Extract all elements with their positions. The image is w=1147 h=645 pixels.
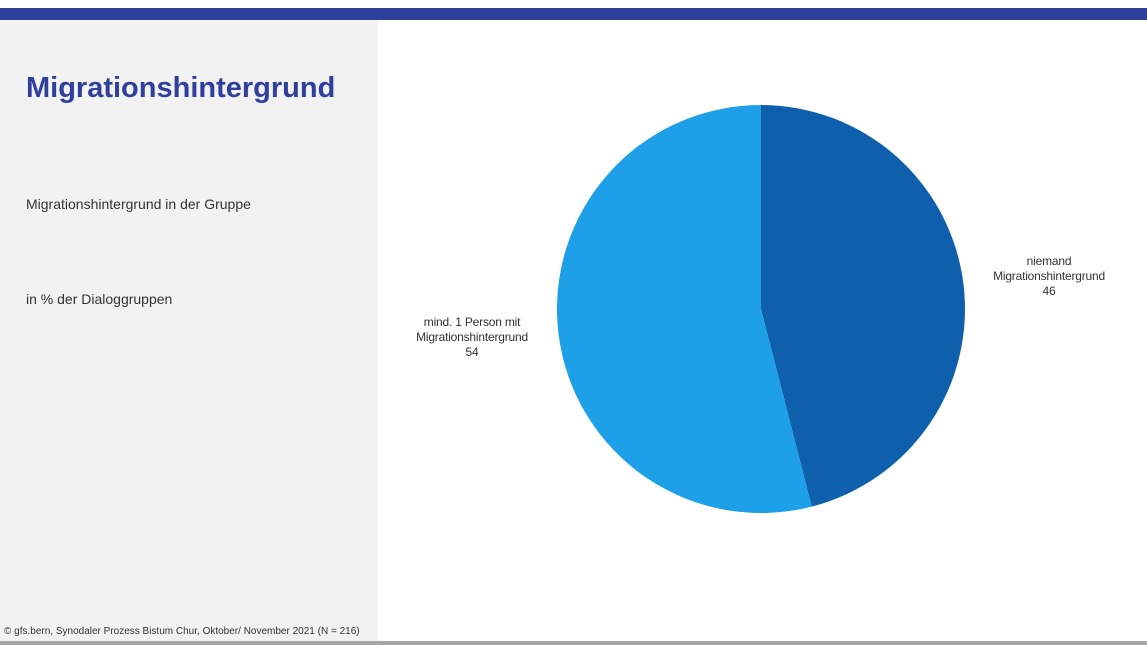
slide-subtitle: Migrationshintergrund in der Gruppe xyxy=(26,196,251,212)
pie-slice-niemand xyxy=(761,105,965,507)
slice-value-mind-1-person: 54 xyxy=(465,345,479,359)
slice-label-mind-1-person-line-2: Migrationshintergrund xyxy=(416,330,528,344)
slice-label-niemand-line-1: niemand xyxy=(1026,254,1072,268)
slice-label-niemand: niemand Migrationshintergrund 46 xyxy=(993,254,1105,299)
pie-chart: niemand Migrationshintergrund 46 mind. 1… xyxy=(378,20,1147,641)
pie-chart-svg xyxy=(556,105,965,513)
slide-title: Migrationshintergrund xyxy=(26,72,336,104)
side-panel: Migrationshintergrund Migrationshintergr… xyxy=(0,20,378,641)
slice-label-mind-1-person-line-1: mind. 1 Person mit xyxy=(423,315,521,329)
top-accent-bar xyxy=(0,8,1147,20)
slice-label-mind-1-person: mind. 1 Person mit Migrationshintergrund… xyxy=(416,315,528,360)
bottom-divider xyxy=(0,641,1147,645)
slice-value-niemand: 46 xyxy=(1042,284,1056,298)
source-note: © gfs.bern, Synodaler Prozess Bistum Chu… xyxy=(4,626,360,637)
unit-note: in % der Dialoggruppen xyxy=(26,291,173,307)
pie-slice-mind-1-person xyxy=(556,105,812,513)
slice-label-niemand-line-2: Migrationshintergrund xyxy=(993,269,1105,283)
